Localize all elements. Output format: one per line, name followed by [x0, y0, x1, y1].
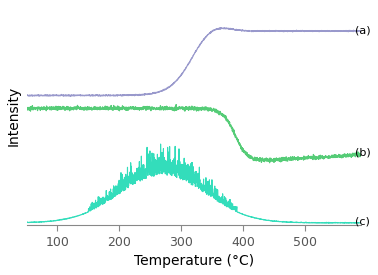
- Y-axis label: Intensity: Intensity: [7, 86, 21, 146]
- Text: (b): (b): [355, 147, 370, 157]
- X-axis label: Temperature (°C): Temperature (°C): [133, 254, 254, 268]
- Text: (a): (a): [355, 25, 370, 35]
- Text: (c): (c): [355, 217, 369, 227]
